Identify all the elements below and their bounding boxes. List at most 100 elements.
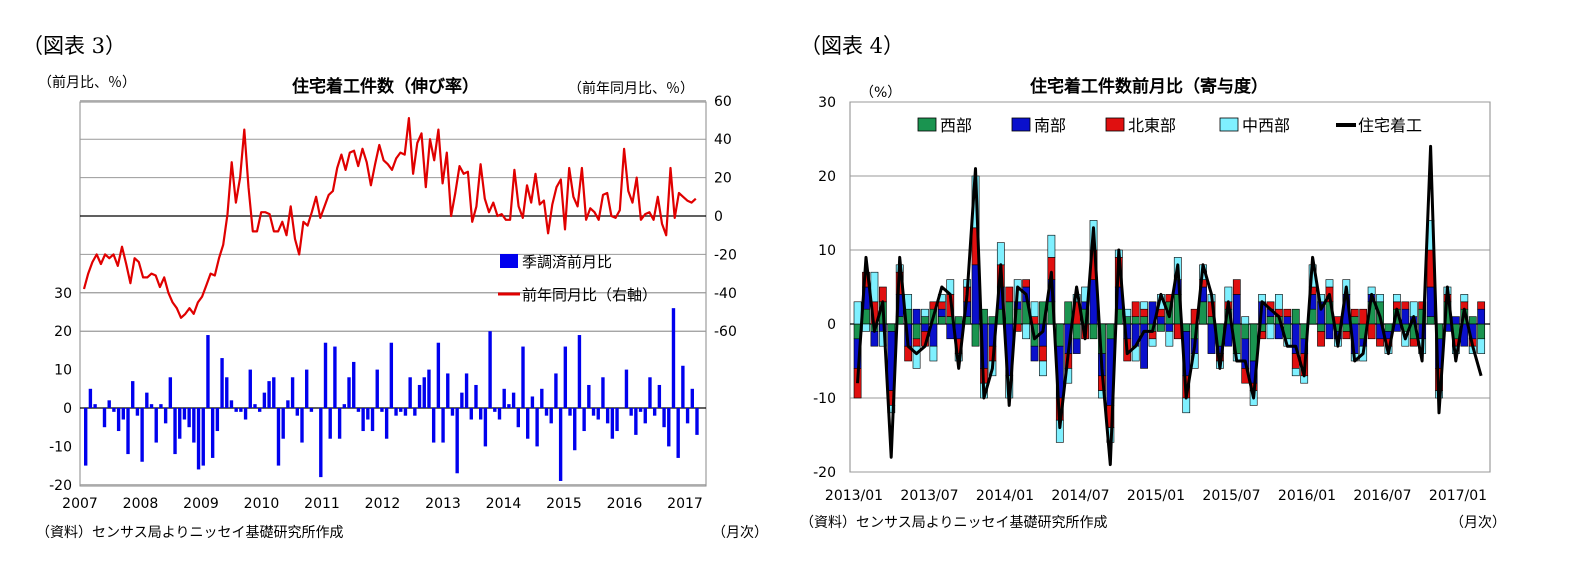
- x-axis-tick-label: 2016/07: [1353, 488, 1411, 504]
- figure4-title: 住宅着工件数前月比（寄与度）: [1030, 77, 1268, 97]
- figure4-unit: （%）: [860, 85, 902, 101]
- bar: [112, 408, 116, 412]
- bar: [464, 373, 469, 408]
- x-axis-tick-label: 2015/07: [1202, 488, 1260, 504]
- bar: [676, 408, 680, 458]
- y-axis-tick-label: -20: [813, 465, 836, 481]
- bar: [84, 408, 88, 466]
- bar: [685, 408, 690, 424]
- stacked-bar-segment: [1460, 294, 1469, 303]
- right-axis-tick-label: 0: [714, 209, 723, 225]
- plot-area: [849, 101, 1491, 473]
- stacked-bar-segment: [1140, 323, 1148, 369]
- stacked-bar-segment: [1393, 294, 1401, 303]
- bar: [568, 408, 572, 416]
- stacked-bar-segment: [1148, 338, 1157, 347]
- stacked-bar-segment: [1350, 308, 1359, 317]
- stacked-bar-segment: [1409, 301, 1418, 317]
- stacked-bar-segment: [1291, 308, 1300, 325]
- right-axis-tick-label: 20: [714, 171, 732, 187]
- legend-swatch: [1105, 117, 1125, 132]
- x-axis-tick-label: 2009: [183, 496, 219, 512]
- figure3-right-unit: （前年同月比、％）: [568, 81, 694, 97]
- stacked-bar-segment: [1089, 323, 1098, 340]
- bar: [681, 365, 685, 408]
- bar: [497, 408, 502, 420]
- bar: [643, 408, 647, 424]
- stacked-bar-segment: [937, 308, 946, 317]
- figure3-left-unit: （前月比、％）: [38, 75, 136, 91]
- bar: [295, 408, 299, 416]
- left-axis-tick-label: -20: [49, 478, 72, 494]
- bar: [239, 408, 243, 412]
- bar: [493, 408, 497, 412]
- bar: [347, 377, 351, 408]
- stacked-bar-segment: [1477, 308, 1486, 325]
- bar: [502, 388, 506, 408]
- stacked-bar-segment: [1199, 301, 1207, 325]
- bar: [290, 377, 295, 408]
- bar: [516, 408, 520, 428]
- bar: [88, 388, 93, 408]
- bar: [210, 408, 215, 458]
- bar: [511, 392, 516, 408]
- bar: [135, 408, 140, 416]
- legend-label: 南部: [1034, 116, 1066, 135]
- bar: [131, 381, 135, 408]
- bar: [342, 404, 347, 408]
- stacked-bar-segment: [1283, 308, 1292, 317]
- left-axis-tick-label: -10: [49, 439, 72, 455]
- x-axis-tick-label: 2008: [123, 496, 159, 512]
- stacked-bar-segment: [1275, 294, 1283, 310]
- bar: [319, 408, 323, 478]
- stacked-bar-segment: [912, 308, 921, 325]
- bar: [615, 408, 619, 432]
- legend-label: 中西部: [1242, 116, 1290, 135]
- bar: [220, 358, 224, 408]
- legend-label: 西部: [940, 116, 972, 135]
- stacked-bar-segment: [1030, 301, 1039, 317]
- figure3-label: （図表 3）: [22, 34, 127, 58]
- stacked-bar-segment: [1140, 308, 1148, 317]
- stacked-bar-segment: [1039, 360, 1047, 377]
- bar: [427, 369, 431, 408]
- bar: [361, 408, 365, 432]
- bar: [182, 408, 187, 420]
- right-axis-tick-label: 60: [714, 94, 732, 110]
- bar: [667, 408, 671, 447]
- bar: [610, 408, 615, 439]
- stacked-bar-segment: [1409, 338, 1418, 347]
- bar: [474, 384, 478, 408]
- stacked-bar-segment: [1376, 294, 1384, 303]
- stacked-bar-segment: [912, 323, 921, 340]
- right-axis-tick-label: -60: [714, 324, 737, 340]
- x-axis-tick-label: 2016/01: [1278, 488, 1336, 504]
- stacked-bar-segment: [1165, 331, 1174, 347]
- stacked-bar-segment: [1325, 279, 1334, 288]
- stacked-bar-segment: [1291, 368, 1300, 377]
- bar: [587, 384, 591, 408]
- stacked-bar-segment: [1055, 323, 1064, 347]
- bar: [215, 408, 220, 432]
- stacked-bar-segment: [1468, 316, 1477, 325]
- bar: [229, 400, 234, 408]
- bar: [601, 377, 605, 408]
- stacked-bar-segment: [1047, 234, 1056, 258]
- bar: [455, 408, 459, 474]
- stacked-bar-segment: [937, 316, 946, 325]
- bar: [431, 408, 436, 443]
- bar: [107, 400, 111, 408]
- bar: [526, 408, 530, 439]
- x-axis-tick-label: 2010: [244, 496, 280, 512]
- bar: [154, 408, 158, 443]
- stacked-bar-segment: [1232, 294, 1241, 325]
- legend-label: 北東部: [1128, 116, 1176, 135]
- stacked-bar-segment: [1317, 323, 1325, 332]
- bar: [257, 408, 262, 412]
- stacked-bar-segment: [1477, 338, 1486, 354]
- stacked-bar-segment: [1039, 345, 1047, 362]
- bar: [657, 384, 662, 408]
- bar: [253, 404, 257, 408]
- bar: [540, 388, 544, 408]
